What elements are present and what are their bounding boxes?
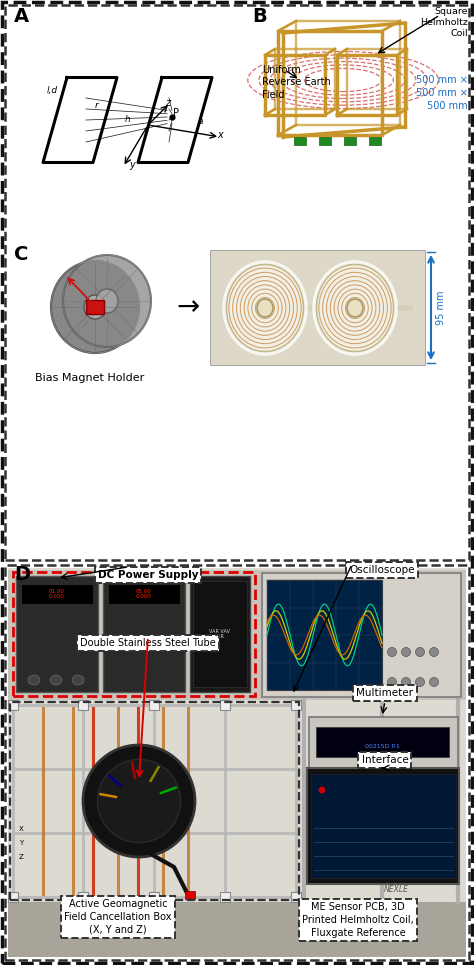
Ellipse shape [97, 759, 181, 842]
Ellipse shape [51, 261, 139, 353]
Text: Active Geomagnetic
Field Cancellation Box
(X, Y and Z): Active Geomagnetic Field Cancellation Bo… [64, 899, 172, 935]
Ellipse shape [63, 255, 151, 347]
Text: B: B [252, 7, 267, 26]
Bar [103, 576, 185, 692]
Ellipse shape [50, 675, 62, 685]
Text: 500 mm ×
500 mm ×
500 mm: 500 mm × 500 mm × 500 mm [416, 75, 468, 111]
Bar [267, 580, 382, 690]
Text: x: x [217, 130, 223, 140]
Bar [291, 892, 301, 902]
Bar [149, 892, 159, 902]
Bar [309, 717, 458, 769]
Bar [8, 700, 18, 710]
Bar [86, 300, 104, 314]
Bar [344, 137, 356, 145]
Ellipse shape [388, 677, 396, 686]
Text: l,d: l,d [46, 86, 57, 95]
Text: P: P [173, 108, 179, 118]
Text: NEXLE: NEXLE [383, 886, 409, 895]
Bar [185, 891, 195, 899]
Bar [319, 137, 331, 145]
Bar [190, 576, 250, 692]
Ellipse shape [226, 264, 304, 352]
Text: 95 mm: 95 mm [436, 290, 446, 325]
Bar [78, 892, 88, 902]
Ellipse shape [84, 295, 106, 319]
Bar [16, 576, 98, 692]
Bar [78, 700, 88, 710]
Bar [291, 700, 301, 710]
Ellipse shape [416, 648, 425, 656]
Text: Uniform
Reverse Earth
Field: Uniform Reverse Earth Field [262, 65, 331, 99]
Bar [5, 5, 469, 560]
Bar [8, 568, 466, 957]
Bar [307, 768, 459, 884]
Text: Double Stainless Steel Tube: Double Stainless Steel Tube [80, 638, 216, 648]
Ellipse shape [429, 677, 438, 686]
Bar [193, 581, 247, 687]
Ellipse shape [96, 289, 118, 313]
Text: D: D [14, 565, 30, 584]
Text: VAR VAV
VAR: VAR VAV VAR [210, 628, 230, 640]
Text: ME Sensor PCB, 3D
Printed Helmholtz Coil,
Fluxgate Reference: ME Sensor PCB, 3D Printed Helmholtz Coil… [302, 902, 414, 938]
Bar [262, 573, 461, 697]
Text: 05.00
0.000: 05.00 0.000 [136, 589, 152, 599]
Ellipse shape [347, 299, 363, 317]
Text: →: → [176, 293, 200, 321]
Ellipse shape [388, 648, 396, 656]
Bar [21, 584, 93, 604]
Bar [5, 565, 469, 960]
Ellipse shape [72, 675, 84, 685]
Text: C: C [14, 245, 28, 264]
Text: r: r [95, 100, 99, 109]
Text: X: X [18, 826, 23, 832]
Text: Y: Y [19, 840, 23, 846]
Ellipse shape [83, 745, 195, 857]
Bar [10, 702, 299, 900]
Bar [220, 892, 230, 902]
Ellipse shape [416, 677, 425, 686]
Text: h: h [125, 116, 131, 124]
Bar [8, 568, 466, 902]
Bar [294, 137, 306, 145]
Text: Z: Z [18, 854, 23, 860]
Bar [220, 700, 230, 710]
Bar [8, 902, 466, 957]
Text: Interface: Interface [362, 755, 409, 765]
Bar [108, 584, 180, 604]
Ellipse shape [429, 648, 438, 656]
Ellipse shape [401, 677, 410, 686]
Ellipse shape [28, 675, 40, 685]
Bar [149, 700, 159, 710]
Text: 01.00
0.000: 01.00 0.000 [49, 589, 65, 599]
Text: Square
Helmholtz
Coil: Square Helmholtz Coil [420, 7, 468, 39]
Ellipse shape [257, 299, 273, 317]
Text: Bias Magnet Holder: Bias Magnet Holder [36, 373, 145, 383]
Bar [311, 774, 456, 878]
Text: A: A [14, 7, 29, 26]
Bar [8, 570, 466, 700]
Text: Oscilloscope: Oscilloscope [349, 565, 415, 575]
Text: Multimeter: Multimeter [356, 688, 413, 698]
Bar [5, 5, 469, 560]
Bar [210, 250, 425, 365]
Text: y: y [129, 160, 135, 170]
Text: 00215D P.1: 00215D P.1 [365, 745, 400, 750]
Bar [316, 727, 449, 757]
Bar [8, 892, 18, 902]
Ellipse shape [316, 264, 394, 352]
Ellipse shape [319, 786, 326, 793]
Bar [13, 572, 255, 696]
Text: a: a [197, 118, 203, 126]
Ellipse shape [401, 648, 410, 656]
Bar [369, 137, 381, 145]
Text: z: z [165, 98, 171, 108]
Text: DC Power Supply: DC Power Supply [98, 570, 198, 580]
Bar [5, 565, 469, 960]
